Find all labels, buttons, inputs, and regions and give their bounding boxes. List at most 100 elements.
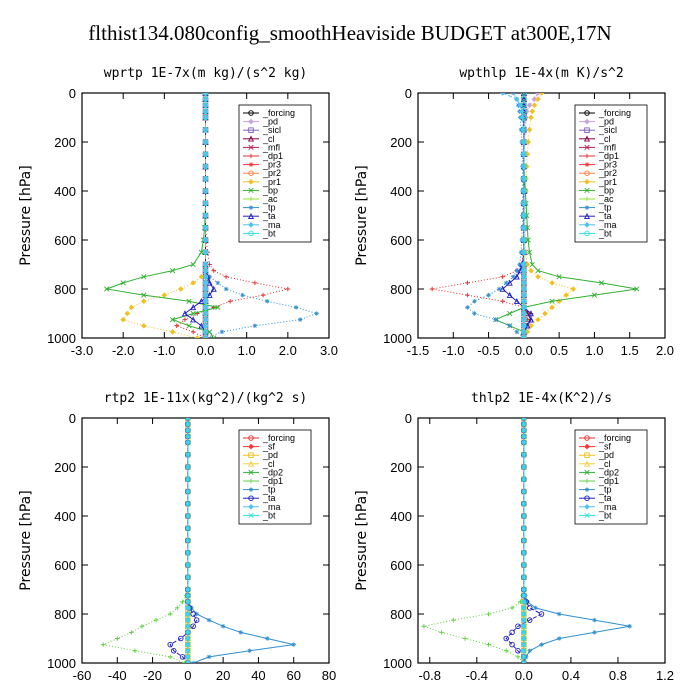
data-point [185,513,191,519]
data-point [202,126,209,133]
data-point [182,660,187,663]
legend-marker [247,212,255,219]
data-point [206,654,212,660]
data-point [507,323,513,329]
legend-entry: _tp [598,203,612,213]
legend-entry: _bt [598,510,612,520]
legend-marker [584,495,590,501]
legend-marker [584,443,590,450]
legend: _forcing_sf_pd_cl_dp2_dp1_tp_ta_ma_bt [238,429,312,525]
data-point [521,513,527,519]
legend-entry: _dp2 [598,467,619,477]
data-point [521,114,527,121]
x-tick-label: 20 [216,668,230,683]
x-tick-label: 1.0 [585,343,603,358]
legend-marker [248,495,254,501]
x-tick-label: 0.0 [515,343,533,358]
y-tick-label: 1000 [383,656,412,671]
data-point [521,292,527,298]
panel-title: rtp2 1E-11x(kg^2)/(kg^2 s) [104,391,308,406]
data-point [450,617,456,623]
data-point [223,286,229,292]
legend-marker [584,512,590,519]
data-point [529,261,535,268]
data-point [509,605,515,611]
x-tick-label: 1.0 [238,343,256,358]
data-point [198,322,205,329]
data-point [202,224,209,231]
data-point [129,630,134,635]
data-point [202,316,209,323]
data-point [223,274,229,280]
data-point [202,298,209,305]
data-point [526,102,533,109]
data-point [521,593,527,599]
series-group [429,93,640,338]
data-point [528,114,534,121]
data-point [521,286,527,292]
data-point [139,623,145,629]
data-point [264,298,270,304]
legend-marker [584,230,590,237]
legend-marker [248,127,254,133]
legend-marker [247,460,255,467]
data-point [202,335,209,338]
data-point [515,623,521,630]
x-tick-label: 2.0 [656,343,674,358]
data-point [521,329,527,335]
data-point [206,617,212,623]
legend-marker [248,187,254,194]
data-point [215,280,221,286]
legend-entry: _pd [598,117,614,127]
legend-marker [584,205,590,210]
data-point [506,291,513,298]
data-point [185,439,191,446]
data-point [202,139,209,145]
data-point [486,642,491,647]
legend-entry: _bt [262,228,276,238]
data-point [627,623,633,629]
data-point [120,280,126,286]
data-point [521,562,527,568]
data-point [124,310,131,317]
data-point [104,286,110,292]
x-tick-label: 0.0 [196,343,214,358]
data-point [521,418,527,421]
legend-marker [248,487,254,492]
legend-entry: _cl [598,459,611,469]
data-point [465,305,470,310]
y-tick-label: 400 [54,184,76,199]
y-tick-label: 800 [390,282,412,297]
data-point [527,648,533,654]
y-tick-label: 600 [390,558,412,573]
data-point [185,562,191,568]
data-point [190,261,196,268]
legend-marker [584,110,590,116]
data-point [521,537,527,544]
data-point [185,648,191,654]
legend-entry: _sf [598,442,612,452]
figure-title: flthist134.080config_smoothHeaviside BUD… [88,21,611,45]
data-point [527,310,534,317]
data-point [238,630,244,635]
x-tick-label: -0.8 [419,668,441,683]
data-point [509,629,515,636]
y-tick-label: 200 [390,460,412,475]
x-tick-label: -1.0 [153,343,175,358]
data-point [202,237,209,243]
data-point [293,305,299,310]
legend-entry: _ma [598,502,617,512]
legend-entry: _ma [262,502,281,512]
data-point [527,316,534,323]
x-tick-label: -0.4 [466,668,488,683]
data-point [521,261,527,268]
data-point [185,427,191,433]
data-point [549,280,555,286]
data-point [521,108,527,115]
legend-marker [247,135,255,142]
data-point [521,274,527,280]
legend-marker [248,153,254,159]
legend-entry: _bt [262,510,276,520]
data-point [185,660,191,663]
legend-entry: _pr1 [598,177,617,187]
